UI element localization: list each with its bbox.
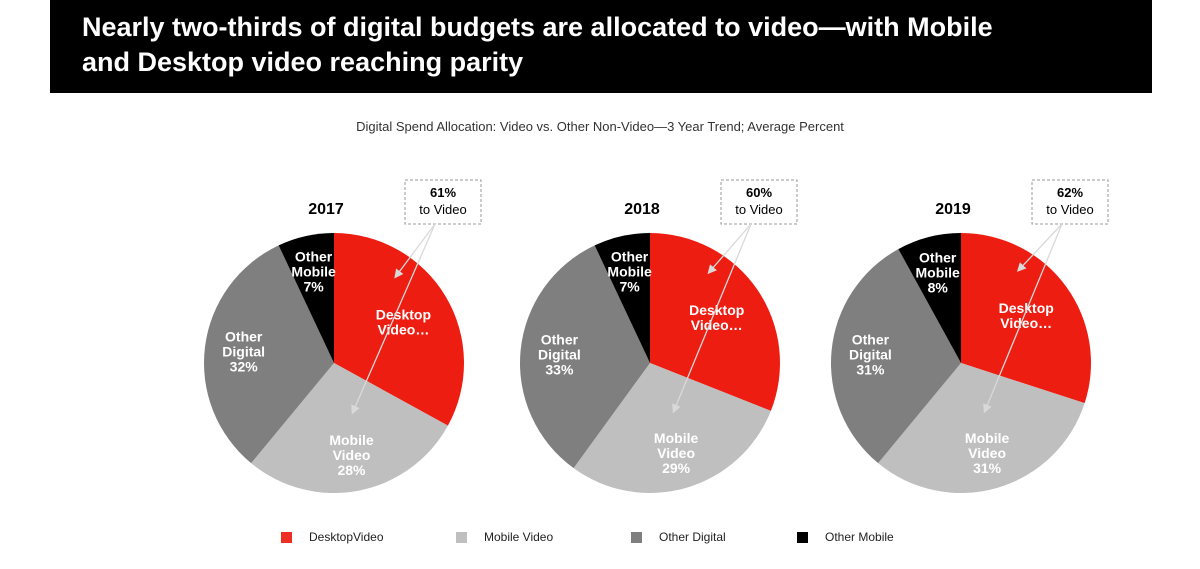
pie-chart-2019: Desktop Video… Mobile Video 31% Other Digital 3…: [830, 179, 1109, 494]
slice-label-desktop-video-2018: Desktop Video…: [689, 302, 744, 333]
annotation-box-2018: [720, 179, 798, 225]
legend-swatch-other-digital: [631, 531, 642, 543]
slice-label-mobile-video-2017: Mobile Video 28%: [329, 432, 374, 478]
slice-label-other-mobile-2017: Other Mobile 7%: [291, 249, 336, 295]
pie-slice-other-mobile-2019: [898, 233, 961, 363]
pie-chart-2017: Desktop Video… Mobile Video 28% Other Digital 3…: [203, 179, 482, 494]
pie-slice-other-digital-2018: [520, 245, 650, 469]
legend-item-desktop-video: DesktopVideo: [281, 530, 384, 544]
legend-label-desktop-video: DesktopVideo: [309, 530, 384, 544]
pie-slice-other-digital-2017: [203, 245, 334, 464]
legend-label-other-digital: Other Digital: [659, 530, 726, 544]
pie-slice-desktop-video-2018: [650, 233, 781, 411]
annotation-value-2019: 62%: [1057, 185, 1083, 200]
annotation-value-2017: 61%: [430, 185, 456, 200]
annotation-text-2018: to Video: [735, 202, 782, 217]
legend-label-mobile-video: Mobile Video: [484, 530, 554, 544]
legend-item-other-digital: Other Digital: [631, 530, 726, 544]
pie-title-2018: 2018: [624, 201, 660, 218]
annotation-arrow-mobile-2018: [672, 223, 752, 414]
slice-label-other-mobile-2018: Other Mobile 7%: [607, 249, 652, 295]
pie-slice-desktop-video-2017: [334, 233, 465, 426]
pie-title-2019: 2019: [935, 201, 971, 218]
legend-item-mobile-video: Mobile Video: [456, 530, 553, 544]
pie-slice-other-mobile-2018: [594, 232, 650, 363]
slide-title-line-2: and Desktop video reaching parity: [82, 47, 524, 77]
legend-label-other-mobile: Other Mobile: [825, 530, 894, 544]
slide-title-line-1: Nearly two-thirds of digital budgets are…: [82, 12, 993, 42]
slice-label-other-digital-2019: Other Digital 31%: [849, 331, 892, 377]
pie-slice-mobile-video-2017: [251, 363, 448, 494]
legend-swatch-mobile-video: [456, 531, 467, 543]
slide-title: Nearly two-thirds of digital budgets are…: [82, 10, 1152, 80]
slice-label-mobile-video-2018: Mobile Video 29%: [654, 430, 699, 476]
annotation-value-2018: 60%: [746, 185, 772, 200]
pie-title-2017: 2017: [308, 201, 344, 218]
slice-label-other-mobile-2019: Other Mobile 8%: [916, 249, 961, 295]
slice-label-desktop-video-2017: Desktop Video…: [376, 307, 431, 338]
slice-label-other-digital-2017: Other Digital 32%: [222, 329, 265, 375]
annotation-box-2017: [404, 179, 482, 225]
slice-label-other-digital-2018: Other Digital 33%: [538, 331, 581, 377]
legend-item-other-mobile: Other Mobile: [797, 530, 894, 544]
annotation-arrow-mobile-2017: [351, 223, 436, 415]
chart-legend: DesktopVideo Mobile Video Other Digital Oth…: [0, 530, 1200, 548]
annotation-box-2019: [1031, 179, 1109, 225]
legend-swatch-other-mobile: [797, 531, 808, 543]
slice-label-desktop-video-2019: Desktop Video…: [999, 300, 1054, 331]
legend-swatch-desktop-video: [281, 531, 292, 543]
chart-subtitle: Digital Spend Allocation: Video vs. Othe…: [356, 119, 844, 134]
pie-slice-mobile-video-2019: [878, 363, 1085, 494]
pie-slice-other-digital-2019: [830, 249, 961, 464]
pie-slice-mobile-video-2018: [573, 363, 771, 493]
slice-label-mobile-video-2019: Mobile Video 31%: [965, 430, 1010, 476]
pie-chart-2018: Desktop Video… Mobile Video 29% Other Digital 3…: [520, 179, 798, 493]
annotation-text-2017: to Video: [419, 202, 466, 217]
annotation-arrow-desktop-2017: [394, 223, 436, 279]
annotation-arrow-desktop-2019: [1016, 223, 1063, 272]
annotation-arrow-mobile-2019: [983, 223, 1063, 414]
pie-slice-desktop-video-2019: [961, 233, 1092, 404]
annotation-arrow-desktop-2018: [707, 223, 752, 275]
pie-slice-other-mobile-2017: [278, 233, 334, 363]
slide-header: Nearly two-thirds of digital budgets are…: [50, 0, 1152, 93]
annotation-text-2019: to Video: [1046, 202, 1093, 217]
